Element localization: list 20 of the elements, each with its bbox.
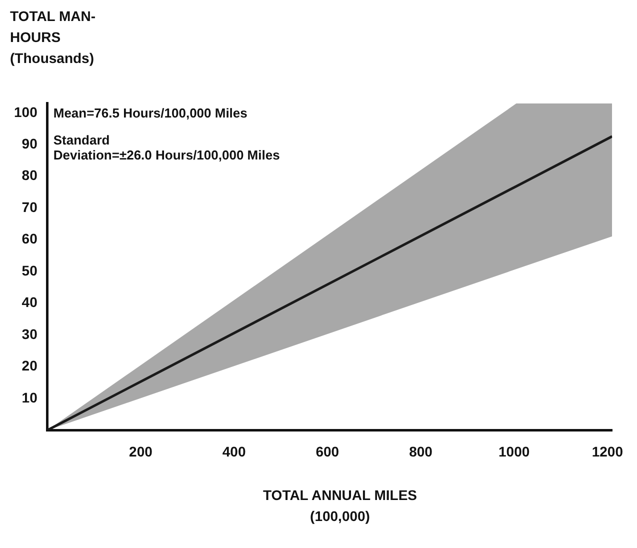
y-tick-label: 60 — [22, 230, 38, 247]
x-tick-label: 400 — [222, 443, 246, 460]
y-tick-label: 40 — [22, 294, 38, 310]
x-tick-label: 200 — [129, 443, 153, 460]
x-axis-title: TOTAL ANNUAL MILES (100,000) — [262, 486, 418, 526]
annotation: Mean=76.5 Hours/100,000 Miles — [53, 105, 248, 120]
annotation: Standard Deviation=±26.0 Hours/100,000 Miles — [53, 132, 280, 162]
y-tick-label: 80 — [22, 167, 38, 184]
x-tick-label: 1000 — [498, 443, 530, 460]
y-tick-label: 90 — [22, 136, 38, 152]
y-tick-label: 10 — [22, 389, 38, 406]
y-tick-label: 30 — [22, 326, 38, 342]
x-tick-label: 600 — [316, 443, 340, 460]
y-tick-label: 50 — [22, 262, 38, 278]
y-tick-label: 70 — [22, 198, 38, 215]
x-tick-label: 800 — [409, 443, 433, 460]
x-tick-label: 1200 — [592, 443, 624, 460]
y-tick-label: 100 — [14, 104, 38, 120]
y-tick-label: 20 — [22, 358, 38, 374]
y-axis-title: TOTAL MAN-HOURS (Thousands) — [10, 7, 97, 68]
